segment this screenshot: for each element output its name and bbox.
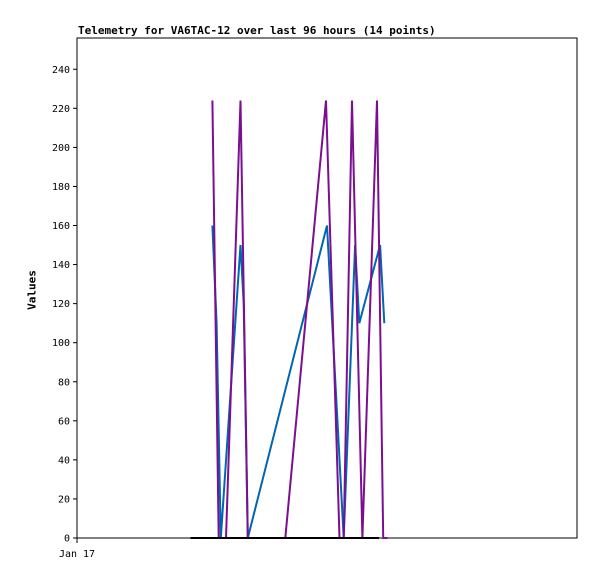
y-tick-label: 100 <box>52 338 70 349</box>
y-tick-label: 140 <box>52 260 70 271</box>
y-tick-label: 0 <box>64 534 70 545</box>
y-tick-label: 20 <box>58 494 70 505</box>
y-tick-label: 180 <box>52 182 70 193</box>
y-tick-label: 40 <box>58 455 70 466</box>
y-tick-label: 220 <box>52 104 70 115</box>
y-tick-label: 200 <box>52 143 70 154</box>
x-axis: Jan 17 <box>59 538 95 560</box>
chart-title: Telemetry for VA6TAC-12 over last 96 hou… <box>78 24 436 37</box>
x-tick-label: Jan 17 <box>59 549 95 560</box>
y-tick-label: 60 <box>58 416 70 427</box>
y-axis: 0 20 40 60 80 100 120 140 160 180 200 220 240 <box>52 65 77 545</box>
y-tick-label: 120 <box>52 299 70 310</box>
y-tick-label: 240 <box>52 65 70 76</box>
series-layer <box>190 100 388 539</box>
y-tick-label: 80 <box>58 377 70 388</box>
y-tick-label: 160 <box>52 221 70 232</box>
series-line-1 <box>211 225 386 539</box>
series-line-2 <box>211 100 388 539</box>
